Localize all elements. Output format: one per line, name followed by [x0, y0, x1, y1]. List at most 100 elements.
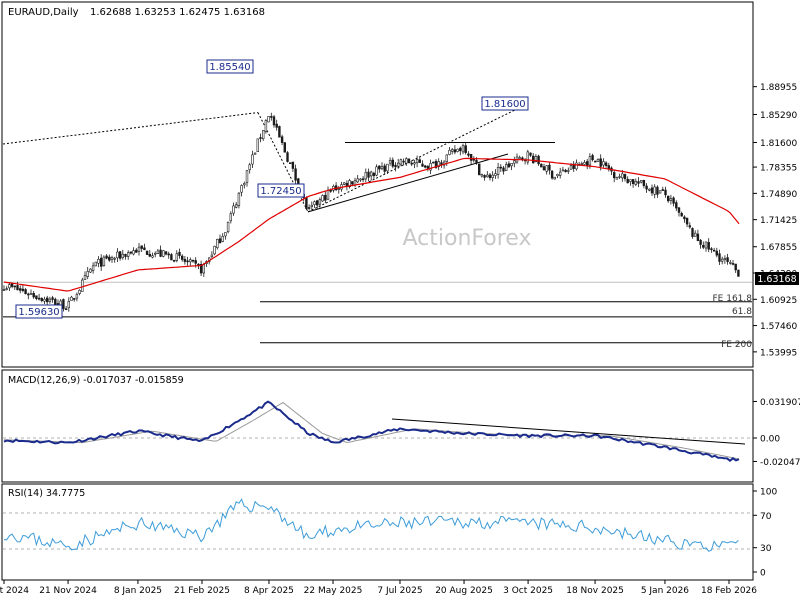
rsi-tick-label: 70: [760, 512, 772, 522]
candle-body: [2, 289, 6, 291]
candle-body: [261, 130, 265, 140]
candle-body: [199, 263, 203, 274]
candle-body: [110, 257, 114, 260]
candle-body: [696, 233, 700, 241]
level-fe200-label: FE 200: [721, 340, 752, 350]
candle-body: [270, 116, 273, 118]
macd-tick-label: 0.031907: [760, 398, 800, 408]
candle-body: [693, 232, 697, 237]
price-tick-label: 1.67855: [760, 243, 797, 253]
chart-symbol: EURAUD,Daily: [8, 7, 79, 18]
macd-title: MACD(12,26,9) -0.017037 -0.015859: [8, 375, 184, 386]
candle-body: [421, 163, 424, 167]
candle-body: [326, 189, 330, 200]
candlestick-series: [2, 112, 740, 312]
candle-body: [453, 149, 457, 153]
candle-body: [189, 259, 192, 263]
sma-line: [3, 157, 740, 292]
candle-body: [691, 228, 694, 237]
candle-body: [256, 138, 259, 152]
candle-body: [440, 162, 443, 165]
candle-body: [367, 171, 370, 178]
candle-body: [564, 169, 567, 173]
candle-body: [548, 164, 551, 171]
candle-body: [27, 293, 30, 296]
candle-body: [391, 159, 394, 167]
candle-body: [615, 177, 619, 180]
candle-body: [224, 232, 227, 237]
candle-body: [132, 250, 135, 255]
candle-body: [291, 161, 295, 169]
candle-body: [81, 279, 84, 292]
candle-body: [720, 258, 724, 262]
candle-body: [280, 136, 284, 143]
label-high: 1.85540: [206, 59, 254, 74]
candle-body: [162, 250, 165, 257]
candle-body: [534, 156, 538, 163]
candle-body: [394, 164, 397, 168]
svg-text:1.59630: 1.59630: [18, 307, 59, 318]
candle-body: [67, 300, 71, 309]
candle-body: [183, 259, 187, 262]
price-tick-label: 1.53995: [760, 348, 797, 358]
rsi-line: [3, 498, 739, 552]
candle-body: [264, 120, 268, 132]
candle-body: [105, 255, 108, 259]
x-tick-label: 18 Feb 2026: [701, 586, 757, 596]
candle-body: [127, 252, 130, 257]
candle-body: [245, 170, 249, 183]
candle-body: [426, 166, 430, 169]
candle-body: [448, 149, 451, 155]
candle-body: [596, 159, 600, 162]
candle-body: [402, 160, 405, 163]
candle-body: [386, 163, 389, 172]
price-panel-frame: [1, 1, 754, 368]
candle-body: [259, 137, 262, 139]
candle-body: [661, 189, 665, 191]
candle-body: [464, 145, 467, 153]
candle-body: [702, 245, 705, 248]
candle-body: [415, 159, 419, 164]
support-trendline: [307, 153, 509, 213]
candle-body: [502, 167, 505, 172]
price-axis: 1.88955 1.85290 1.81600 1.78355 1.74890 1.714…: [753, 83, 797, 358]
candle-body: [156, 250, 160, 254]
candle-body: [29, 293, 33, 295]
candle-body: [278, 126, 281, 138]
trendline-dotted-3: [307, 104, 526, 213]
candle-body: [172, 259, 176, 262]
rsi-tick-label: 100: [760, 488, 777, 498]
candle-body: [359, 178, 362, 181]
candle-body: [629, 179, 632, 182]
x-tick-label: 8 Jan 2025: [114, 586, 162, 596]
candle-body: [43, 298, 46, 302]
candle-body: [45, 297, 49, 303]
candle-body: [116, 251, 119, 259]
candle-body: [499, 166, 502, 169]
candle-body: [645, 185, 648, 190]
candle-body: [418, 159, 421, 163]
candle-body: [607, 165, 611, 169]
candle-body: [542, 166, 546, 171]
candle-body: [181, 255, 184, 260]
price-tick-label: 1.71425: [760, 216, 797, 226]
x-tick-label: 18 Nov 2025: [566, 586, 624, 596]
candle-body: [556, 174, 559, 177]
candle-body: [137, 246, 141, 252]
label-low0: 1.59630: [15, 304, 63, 319]
candle-body: [623, 174, 627, 179]
candle-body: [731, 263, 735, 265]
candle-body: [318, 199, 322, 205]
candle-body: [480, 174, 484, 177]
rsi-axis: 100 70 30 0: [753, 488, 777, 579]
candle-body: [369, 171, 373, 177]
candle-body: [413, 162, 416, 165]
candle-body: [240, 185, 243, 193]
candle-body: [145, 250, 149, 255]
candle-body: [159, 249, 162, 257]
macd-panel-frame: [1, 369, 754, 483]
candle-body: [537, 155, 540, 165]
candle-body: [664, 189, 667, 196]
candle-body: [383, 165, 386, 172]
candle-body: [89, 268, 92, 273]
